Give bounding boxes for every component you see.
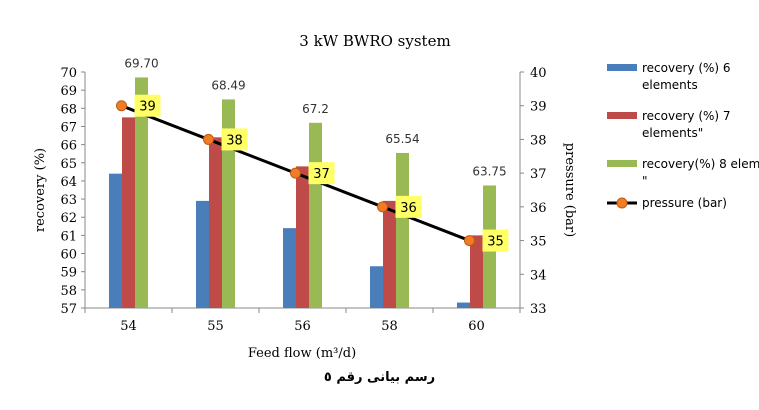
x-tick-label: 60 <box>468 319 485 334</box>
legend-swatch <box>607 64 637 71</box>
y-tick-label: 67 <box>60 120 77 135</box>
pressure-marker <box>290 167 301 179</box>
legend-swatch <box>607 112 637 119</box>
bar-series2 <box>209 137 222 308</box>
legend-label: elements" <box>642 126 703 140</box>
bar-series1 <box>283 228 296 308</box>
pressure-marker <box>203 133 214 145</box>
bar-series1 <box>457 302 470 308</box>
legend-label: " <box>642 174 648 188</box>
data-label: 68.49 <box>211 78 245 92</box>
y-tick-label: 58 <box>60 284 77 299</box>
pressure-label-bg <box>395 195 422 218</box>
y2-tick-label: 40 <box>530 66 547 81</box>
y-axis-title: recovery (%) <box>33 148 48 232</box>
x-tick-label: 56 <box>294 319 311 334</box>
bar-series2 <box>383 200 396 308</box>
bar-series1 <box>109 173 122 308</box>
legend-label: elements <box>642 78 698 92</box>
data-label: 63.75 <box>472 164 506 178</box>
bar-series2 <box>122 117 135 308</box>
bar-series3 <box>222 99 235 308</box>
y-tick-label: 61 <box>60 229 77 244</box>
y-tick-label: 59 <box>60 266 77 281</box>
y2-axis-title: pressure (bar) <box>562 143 577 237</box>
legend-marker <box>616 197 628 209</box>
x-tick-label: 55 <box>207 319 224 334</box>
y-tick-label: 65 <box>60 157 77 172</box>
pressure-label: 39 <box>139 100 156 115</box>
data-label: 67.2 <box>302 102 329 116</box>
x-tick-label: 58 <box>381 319 398 334</box>
x-tick-label: 54 <box>120 319 137 334</box>
y2-tick-label: 39 <box>530 100 547 115</box>
bar-series3 <box>135 77 148 308</box>
y2-tick-label: 34 <box>530 268 547 283</box>
bar-series1 <box>370 266 383 308</box>
y2-tick-label: 36 <box>530 201 547 216</box>
bar-series3 <box>396 152 409 308</box>
y-tick-label: 69 <box>60 84 77 99</box>
data-label: 65.54 <box>385 132 419 146</box>
legend-label: recovery (%) 7 <box>642 109 731 123</box>
pressure-label-bg <box>221 128 248 151</box>
pressure-marker <box>377 201 388 213</box>
pressure-label-bg <box>308 162 335 185</box>
x-axis-title: Feed flow (m³/d) <box>248 346 356 361</box>
pressure-label-bg <box>482 229 509 252</box>
y-tick-label: 66 <box>60 139 77 154</box>
y2-tick-label: 37 <box>530 167 547 182</box>
y2-tick-label: 38 <box>530 133 547 148</box>
legend-label: recovery (%) 6 <box>642 61 731 75</box>
pressure-label-bg <box>134 94 161 117</box>
bar-series3 <box>309 122 322 308</box>
y2-tick-label: 33 <box>530 302 547 317</box>
legend-label: recovery(%) 8 elements <box>642 157 759 171</box>
chart-caption: رسم بیانی رقم ٥ <box>323 370 436 385</box>
data-label: 69.70 <box>124 56 158 70</box>
y-tick-label: 57 <box>60 302 77 317</box>
y-tick-label: 68 <box>60 102 77 117</box>
pressure-label: 37 <box>313 167 330 182</box>
legend-label: pressure (bar) <box>642 196 727 210</box>
y-tick-label: 70 <box>60 66 77 81</box>
pressure-marker <box>464 235 475 247</box>
chart-title: 3 kW BWRO system <box>299 32 450 50</box>
y-tick-label: 64 <box>60 175 77 190</box>
y-tick-label: 62 <box>60 211 77 226</box>
pressure-label: 38 <box>226 133 243 148</box>
pressure-label: 35 <box>487 235 504 250</box>
y-tick-label: 60 <box>60 248 77 263</box>
pressure-marker <box>116 100 127 112</box>
y2-tick-label: 35 <box>530 235 547 250</box>
bar-series2 <box>470 235 483 308</box>
bar-series1 <box>196 200 209 308</box>
bar-series2 <box>296 166 309 308</box>
legend-swatch <box>607 160 637 167</box>
y-tick-label: 63 <box>60 193 77 208</box>
pressure-label: 36 <box>400 201 417 216</box>
